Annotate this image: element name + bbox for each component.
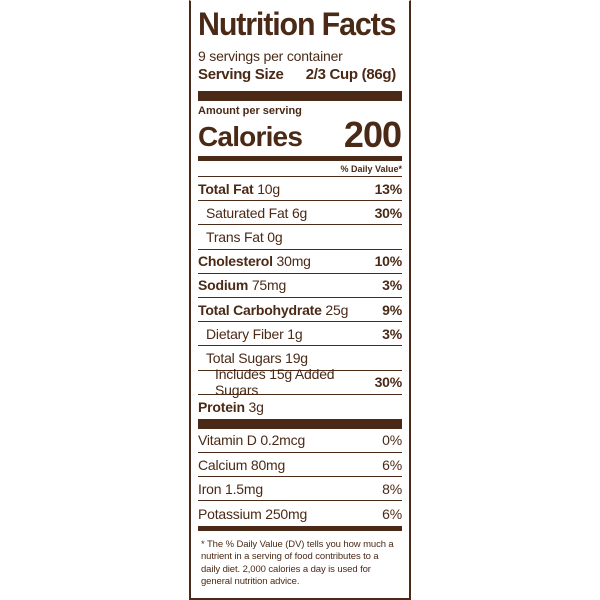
nutrient-dv: 10% xyxy=(374,253,403,270)
thick-divider xyxy=(198,418,402,429)
vitamin-row-potassium: Potassium 250mg 6% xyxy=(198,501,402,525)
nutrient-row-sodium: Sodium 75mg 3% xyxy=(198,274,402,298)
nutrient-row-added-sugars: Includes 15g Added Sugars 30% xyxy=(198,366,403,398)
serving-size-row: Serving Size 2/3 Cup (86g) xyxy=(198,66,402,84)
label-title: Nutrition Facts xyxy=(198,6,397,42)
nutrient-row-total-sugars: Total Sugars 19g xyxy=(198,346,402,371)
nutrient-amount: 10g xyxy=(257,180,280,197)
nutrient-amount: 6g xyxy=(291,204,308,221)
daily-value-header: % Daily Value* xyxy=(198,161,402,177)
nutrient-amount: 25g xyxy=(325,301,349,318)
medium-divider xyxy=(198,156,402,161)
vitamin-row-vitamin-d: Vitamin D 0.2mcg 0% xyxy=(198,429,402,454)
nutrient-row-cholesterol: Cholesterol 30mg 10% xyxy=(198,250,402,274)
nutrient-dv: 30% xyxy=(374,204,403,221)
vitamin-text: Iron 1.5mg xyxy=(198,480,263,497)
nutrition-facts-panel: Nutrition Facts 9 servings per container… xyxy=(189,0,411,600)
daily-value-footnote: * The % Daily Value (DV) tells you how m… xyxy=(201,538,394,588)
serving-size-label: Serving Size xyxy=(198,66,284,83)
vitamin-dv: 0% xyxy=(382,432,402,449)
medium-divider xyxy=(198,525,402,531)
nutrient-row-dietary-fiber: Dietary Fiber 1g 3% xyxy=(198,322,402,347)
nutrient-dv: 13% xyxy=(374,180,403,197)
nutrient-row-total-fat: Total Fat 10g 13% xyxy=(198,177,403,202)
calories-value: 200 xyxy=(343,114,402,155)
nutrient-dv: 3% xyxy=(382,277,402,294)
nutrient-name: Dietary Fiber xyxy=(206,325,284,342)
vitamin-text: Vitamin D 0.2mcg xyxy=(198,432,306,449)
vitamin-row-iron: Iron 1.5mg 8% xyxy=(198,477,402,502)
nutrient-name: Saturated Fat xyxy=(206,204,289,221)
nutrient-amount: 30mg xyxy=(276,253,311,270)
nutrient-name: Trans Fat xyxy=(206,228,264,245)
nutrient-name: Total Fat xyxy=(198,180,254,197)
nutrient-row-trans-fat: Trans Fat 0g xyxy=(198,225,402,250)
nutrient-dv: 30% xyxy=(374,374,403,391)
thick-divider xyxy=(198,91,402,101)
nutrient-name: Includes 15g Added Sugars xyxy=(215,366,335,399)
calories-label: Calories xyxy=(198,121,303,152)
vitamin-text: Calcium 80mg xyxy=(198,456,286,473)
calories-row: Calories 200 xyxy=(198,114,402,155)
vitamin-row-calcium: Calcium 80mg 6% xyxy=(198,453,402,478)
nutrient-name: Cholesterol xyxy=(198,253,273,270)
nutrient-amount: 0g xyxy=(267,228,283,245)
serving-size-value: 2/3 Cup (86g) xyxy=(305,66,397,83)
nutrient-row-protein: Protein 3g xyxy=(198,395,402,419)
vitamin-dv: 6% xyxy=(382,505,402,522)
vitamin-dv: 6% xyxy=(382,456,402,473)
nutrient-name: Total Carbohydrate xyxy=(198,301,322,318)
nutrient-name: Sodium xyxy=(198,277,249,294)
nutrient-name: Total Sugars xyxy=(206,349,282,366)
nutrient-dv: 3% xyxy=(382,325,402,342)
nutrient-row-total-carbohydrate: Total Carbohydrate 25g 9% xyxy=(198,298,402,323)
nutrient-amount: 19g xyxy=(285,349,308,366)
nutrient-amount: 3g xyxy=(248,398,264,415)
nutrient-amount: 1g xyxy=(287,325,303,342)
vitamin-dv: 8% xyxy=(382,480,402,497)
amount-per-serving: Amount per serving xyxy=(198,105,302,117)
servings-per-container: 9 servings per container xyxy=(198,48,343,64)
nutrient-row-saturated-fat: Saturated Fat 6g 30% xyxy=(198,201,403,226)
nutrient-dv: 9% xyxy=(382,301,402,318)
nutrient-name: Protein xyxy=(198,398,245,415)
vitamin-text: Potassium 250mg xyxy=(198,505,308,522)
nutrient-amount: 75mg xyxy=(251,277,287,294)
